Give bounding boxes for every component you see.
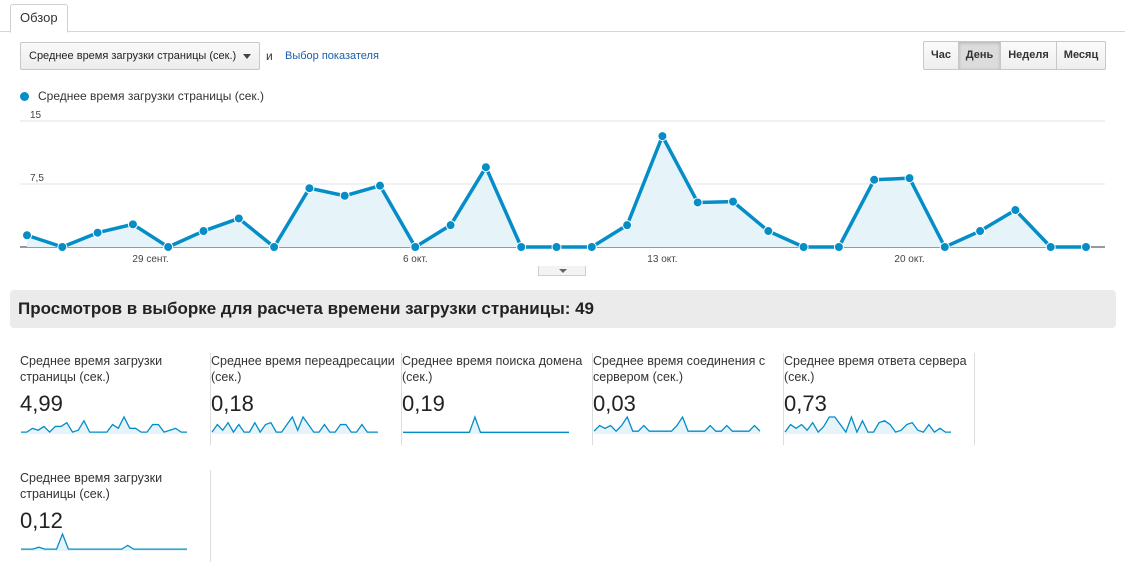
data-point[interactable]: [445, 220, 456, 231]
data-point[interactable]: [939, 242, 950, 252]
sparkline-chart: [211, 415, 378, 434]
series-area: [27, 136, 1086, 247]
sparkline-chart: [784, 415, 951, 434]
sparkline-area: [21, 417, 187, 434]
x-tick-label: 20 окт.: [894, 254, 924, 265]
sparkline-chart: [593, 415, 761, 434]
metric-dropdown-label: Среднее время загрузки страницы (сек.): [29, 50, 237, 62]
chart-legend: Среднее время загрузки страницы (сек.): [20, 89, 264, 103]
x-tick-label: 13 окт.: [647, 254, 677, 265]
main-chart: 15 7,5 29 сент. 6 окт. 13 окт. 20 окт.: [20, 110, 1105, 265]
data-point[interactable]: [833, 242, 844, 252]
data-point[interactable]: [1045, 242, 1056, 252]
sparkline-area: [785, 417, 951, 434]
data-point[interactable]: [1010, 205, 1021, 216]
sparkline-value: 0,03: [593, 391, 636, 416]
day-button[interactable]: День: [958, 41, 1001, 70]
sparkline-value: 0,18: [211, 391, 254, 416]
hour-button[interactable]: Час: [923, 41, 959, 70]
sparkline-value: 0,12: [20, 508, 63, 533]
sparkline-area: [21, 534, 187, 551]
data-point[interactable]: [269, 242, 280, 252]
data-point[interactable]: [480, 162, 491, 173]
tab-overview[interactable]: Обзор: [10, 4, 68, 33]
x-tick-label: 6 окт.: [403, 254, 428, 265]
sparkline-chart: [21, 415, 187, 434]
data-point[interactable]: [127, 219, 138, 230]
data-point[interactable]: [586, 242, 597, 252]
sparkline-value: 4,99: [20, 391, 63, 416]
time-granularity-buttons: Час День Неделя Месяц: [923, 41, 1106, 70]
legend-label: Среднее время загрузки страницы (сек.): [38, 89, 265, 103]
week-button[interactable]: Неделя: [1000, 41, 1057, 70]
sparkline-label: Среднее время загрузки страницы (сек.): [20, 354, 163, 384]
sparkline-label: Среднее время соединения с сервером (сек…: [593, 354, 766, 384]
summary-text: Просмотров в выборке для расчета времени…: [18, 299, 595, 318]
sparkline-card[interactable]: Среднее время загрузки страницы (сек.) 0…: [20, 470, 211, 562]
sparkline-label: Среднее время загрузки страницы (сек.): [20, 471, 163, 501]
sparkline-label: Среднее время ответа сервера (сек.): [784, 354, 967, 384]
y-tick-label: 7,5: [30, 173, 44, 184]
sparkline-card[interactable]: Среднее время поиска домена (сек.) 0,19: [402, 353, 593, 445]
data-point[interactable]: [763, 226, 774, 237]
sparkline-card[interactable]: Среднее время соединения с сервером (сек…: [593, 353, 784, 445]
series-dot-icon: [20, 91, 29, 101]
summary-banner: Просмотров в выборке для расчета времени…: [10, 290, 1116, 328]
data-point[interactable]: [57, 242, 68, 252]
sparkline-value: 0,73: [784, 391, 827, 416]
data-point[interactable]: [728, 196, 738, 207]
sparkline-line: [211, 415, 378, 434]
data-point[interactable]: [516, 242, 527, 252]
sparkline-line: [593, 415, 761, 433]
sparkline-label: Среднее время поиска домена (сек.): [402, 354, 583, 384]
sparkline-line: [21, 532, 187, 550]
data-point[interactable]: [339, 190, 350, 201]
sparkline-line: [403, 415, 569, 433]
sparkline-line: [21, 415, 187, 434]
sparkline-chart: [21, 532, 187, 551]
sparkline-card[interactable]: Среднее время загрузки страницы (сек.) 4…: [20, 353, 211, 445]
data-point[interactable]: [869, 174, 880, 185]
data-point[interactable]: [233, 213, 244, 224]
sparkline-value: 0,19: [402, 391, 445, 416]
data-point[interactable]: [551, 242, 562, 252]
sparkline-chart: [403, 415, 569, 434]
data-point[interactable]: [1081, 242, 1091, 252]
data-point[interactable]: [92, 227, 103, 238]
sparkline-label: Среднее время переадресации (сек.): [211, 354, 395, 384]
chevron-down-icon: [243, 54, 251, 59]
data-point[interactable]: [198, 226, 209, 237]
collapse-arrow-icon: [559, 269, 567, 273]
data-point[interactable]: [657, 131, 668, 142]
data-point[interactable]: [410, 242, 421, 252]
x-tick-label: 29 сент.: [132, 254, 168, 265]
data-point[interactable]: [975, 226, 986, 237]
tab-bar: Обзор: [0, 0, 1125, 33]
data-point[interactable]: [22, 230, 32, 241]
data-point[interactable]: [692, 197, 703, 208]
sparkline-line: [784, 415, 951, 434]
data-point[interactable]: [798, 242, 809, 252]
choose-metric-link[interactable]: Выбор показателя: [285, 50, 379, 62]
sparkline-card[interactable]: Среднее время переадресации (сек.) 0,18: [211, 353, 402, 445]
and-text: и: [266, 49, 273, 63]
metric-dropdown[interactable]: Среднее время загрузки страницы (сек.): [20, 42, 260, 70]
sparkline-card[interactable]: Среднее время ответа сервера (сек.) 0,73: [784, 353, 975, 445]
data-point[interactable]: [304, 183, 315, 194]
data-point[interactable]: [904, 173, 915, 184]
data-point[interactable]: [622, 220, 633, 231]
chart-collapse-handle[interactable]: [538, 266, 586, 276]
sparkline-area: [212, 417, 378, 434]
sparkline-area: [403, 417, 569, 434]
data-point[interactable]: [163, 242, 174, 252]
y-tick-label: 15: [30, 110, 42, 121]
month-button[interactable]: Месяц: [1056, 41, 1106, 70]
data-point[interactable]: [375, 180, 385, 191]
